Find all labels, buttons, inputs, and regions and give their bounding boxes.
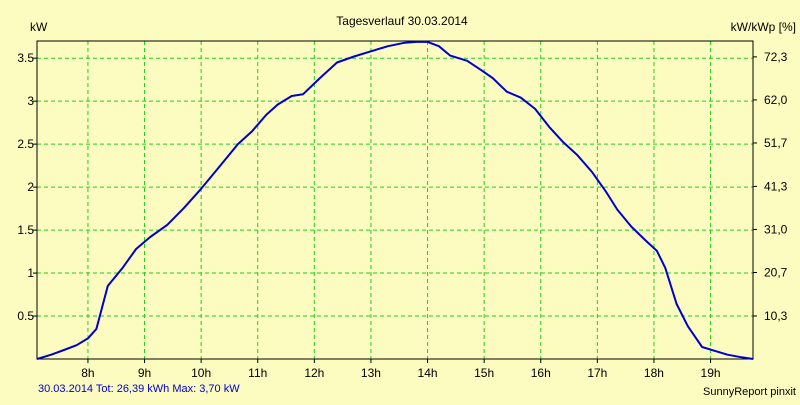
x-tick-label: 8h <box>81 366 94 380</box>
x-tick-label: 19h <box>701 366 721 380</box>
y-tick-label: 3.5 <box>17 51 34 65</box>
y-tick-label: 0.5 <box>17 309 34 323</box>
footer-source: SunnyReport pinxit <box>703 386 796 398</box>
plot-frame <box>36 40 754 360</box>
y-tick-label: 2.5 <box>17 137 34 151</box>
footer-summary: 30.03.2014 Tot: 26,39 kWh Max: 3,70 kW <box>38 383 240 395</box>
x-tick-label: 15h <box>474 366 494 380</box>
y2-tick-label: 62,0 <box>764 93 788 107</box>
y2-axis-label: kW/kWp [%] <box>731 20 796 34</box>
x-tick-label: 14h <box>418 366 438 380</box>
y2-tick-label: 20,7 <box>764 266 788 280</box>
x-tick-label: 12h <box>304 366 324 380</box>
x-tick-label: 18h <box>644 366 664 380</box>
y2-tick-label: 10,3 <box>764 309 788 323</box>
x-tick-label: 9h <box>138 366 151 380</box>
tick-layer: 8h 9h 10h 11h 12h 13h 14h 15h 16h 17h 18h 19h 0.5 1 1.… <box>17 50 787 380</box>
chart-title: Tagesverlauf 30.03.2014 <box>336 14 468 28</box>
x-tick-label: 10h <box>191 366 211 380</box>
power-series-line <box>36 40 754 360</box>
grid-layer <box>37 41 753 359</box>
y2-tick-label: 72,3 <box>764 50 788 64</box>
y-tick-label: 1 <box>27 266 34 280</box>
x-tick-label: 17h <box>587 366 607 380</box>
y-tick-label: 2 <box>27 180 34 194</box>
y2-tick-label: 51,7 <box>764 136 788 150</box>
x-tick-label: 11h <box>248 366 267 380</box>
y-tick-label: 1.5 <box>17 223 34 237</box>
x-tick-label: 16h <box>531 366 551 380</box>
y-tick-label: 3 <box>27 94 34 108</box>
y2-tick-label: 41,3 <box>764 179 788 193</box>
y2-tick-label: 31,0 <box>764 222 788 236</box>
x-tick-label: 13h <box>361 366 381 380</box>
series-layer <box>36 40 754 360</box>
y-axis-label: kW <box>30 20 48 34</box>
